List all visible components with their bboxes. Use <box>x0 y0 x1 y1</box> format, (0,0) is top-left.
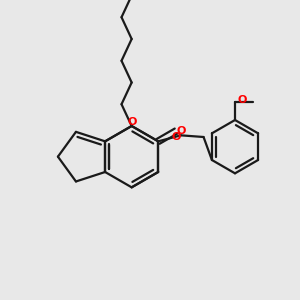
Text: O: O <box>128 117 137 127</box>
Text: O: O <box>176 126 186 136</box>
Text: O: O <box>171 132 181 142</box>
Text: O: O <box>238 95 247 105</box>
